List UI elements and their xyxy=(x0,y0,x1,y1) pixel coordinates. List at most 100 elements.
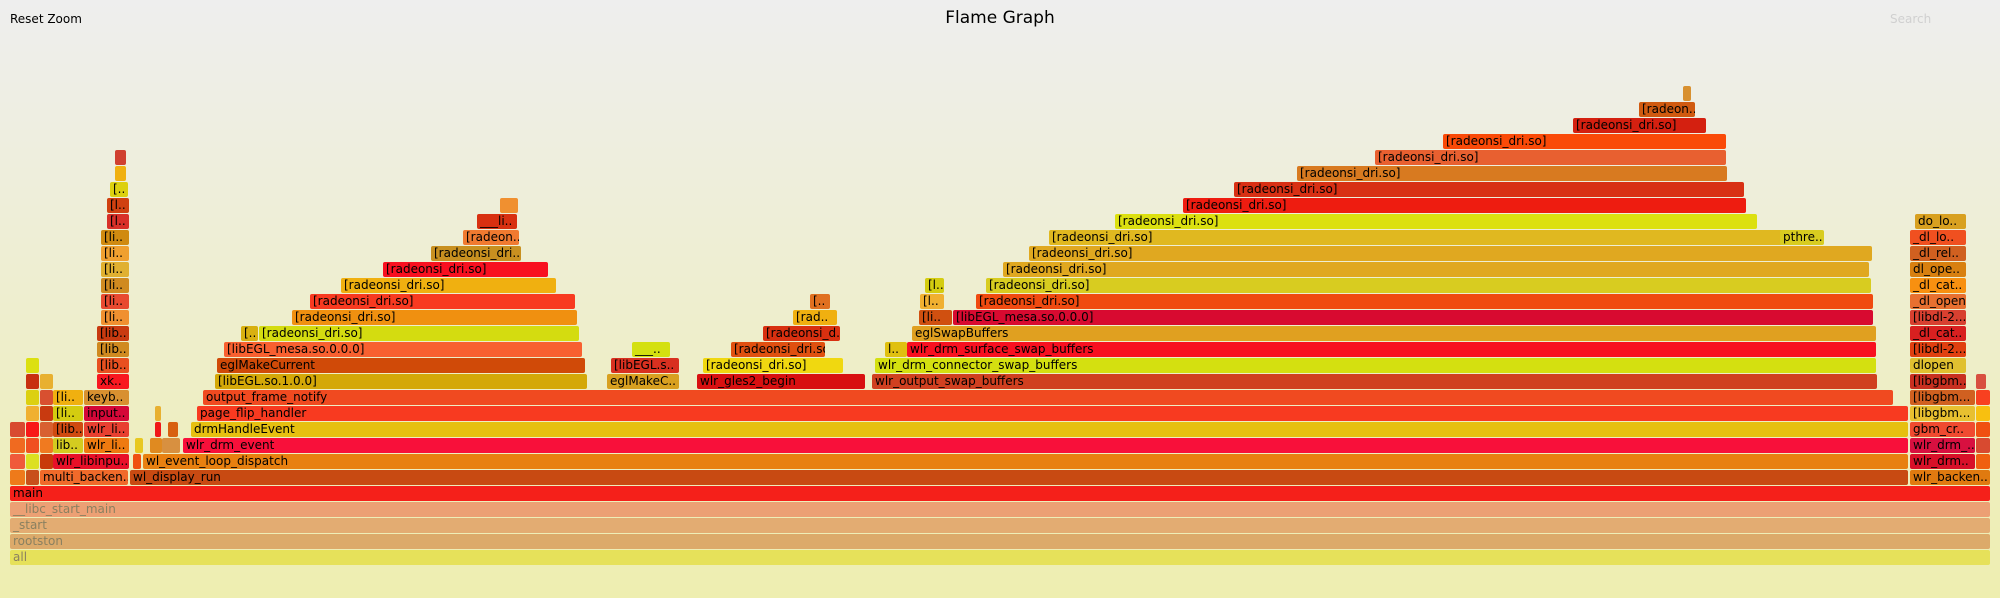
flame-frame[interactable]: [radeonsi_dri.so] xyxy=(341,278,556,293)
flame-frame[interactable]: wlr_drm_.. xyxy=(1910,438,1975,453)
flame-frame[interactable]: dl_ope.. xyxy=(1910,262,1966,277)
flame-frame[interactable] xyxy=(1976,406,1990,421)
flame-frame[interactable]: _dl_cat.. xyxy=(1910,278,1966,293)
flame-frame[interactable]: [lib.. xyxy=(97,358,129,373)
flame-frame[interactable] xyxy=(1683,86,1691,101)
flame-frame[interactable]: [.. xyxy=(810,294,830,309)
flame-frame[interactable]: eglMakeC.. xyxy=(607,374,679,389)
flame-frame[interactable] xyxy=(115,150,126,165)
flame-frame[interactable]: dlopen xyxy=(1910,358,1966,373)
flame-frame[interactable]: [libEGL_mesa.so.0.0.0] xyxy=(953,310,1873,325)
flame-frame[interactable] xyxy=(26,406,39,421)
flame-frame[interactable] xyxy=(40,422,53,437)
flame-frame[interactable]: do_lo.. xyxy=(1915,214,1966,229)
flame-frame[interactable] xyxy=(1976,422,1990,437)
flame-frame[interactable]: [li.. xyxy=(919,310,952,325)
flame-frame[interactable]: gbm_cr.. xyxy=(1910,422,1975,437)
flame-frame[interactable]: rootston xyxy=(10,534,1990,549)
flame-frame[interactable] xyxy=(40,374,53,389)
flame-frame[interactable]: ___.. xyxy=(632,342,670,357)
flame-frame[interactable]: [radeonsi_dri.so] xyxy=(986,278,1871,293)
search-button[interactable]: Search xyxy=(1890,12,1932,26)
flame-frame[interactable]: all xyxy=(10,550,1990,565)
flame-frame[interactable]: [libgbm... xyxy=(1910,390,1975,405)
flame-frame[interactable] xyxy=(26,358,39,373)
flame-frame[interactable]: wlr_backen.. xyxy=(1910,470,1990,485)
flame-frame[interactable]: [radeon.. xyxy=(1639,102,1695,117)
flame-frame[interactable] xyxy=(10,422,25,437)
flame-frame[interactable]: [radeonsi_dri.so] xyxy=(1573,118,1706,133)
flame-frame[interactable]: __libc_start_main xyxy=(10,502,1990,517)
flame-frame[interactable]: wlr_drm_connector_swap_buffers xyxy=(875,358,1876,373)
flame-frame[interactable]: [radeonsi_d.. xyxy=(763,326,840,341)
flame-frame[interactable]: [radeonsi_dri.so] xyxy=(1003,262,1869,277)
flame-frame[interactable]: [li.. xyxy=(53,390,83,405)
flame-frame[interactable]: [radeonsi_dri.so] xyxy=(1029,246,1872,261)
flame-frame[interactable]: [rad.. xyxy=(793,310,837,325)
flame-frame[interactable]: ___li.. xyxy=(477,214,517,229)
flame-frame[interactable] xyxy=(500,198,518,213)
flame-frame[interactable]: [l.. xyxy=(107,198,129,213)
flame-frame[interactable] xyxy=(135,438,143,453)
flame-frame[interactable]: [radeonsi_dri.so] xyxy=(1115,214,1757,229)
flame-frame[interactable]: [li.. xyxy=(101,262,129,277)
flame-frame[interactable] xyxy=(115,166,126,181)
flame-frame[interactable]: wl_event_loop_dispatch xyxy=(143,454,1908,469)
flame-frame[interactable]: [libgbm... xyxy=(1910,406,1975,421)
flame-frame[interactable]: page_flip_handler xyxy=(197,406,1908,421)
flame-frame[interactable]: [libdl-2... xyxy=(1910,310,1966,325)
flame-frame[interactable]: [l.. xyxy=(920,294,944,309)
flame-frame[interactable]: [radeon.. xyxy=(463,230,519,245)
flame-frame[interactable] xyxy=(26,438,39,453)
flame-frame[interactable]: _dl_rel.. xyxy=(1910,246,1966,261)
flame-frame[interactable] xyxy=(10,454,25,469)
flame-frame[interactable]: [.. xyxy=(110,182,128,197)
flame-frame[interactable]: _dl_cat.. xyxy=(1910,326,1966,341)
flame-frame[interactable]: main xyxy=(10,486,1990,501)
flame-frame[interactable]: output_frame_notify xyxy=(203,390,1893,405)
flame-frame[interactable] xyxy=(150,438,162,453)
flame-frame[interactable] xyxy=(40,390,53,405)
flame-frame[interactable]: [radeonsi_dri.so] xyxy=(1375,150,1726,165)
flame-frame[interactable]: _dl_lo.. xyxy=(1910,230,1966,245)
flame-frame[interactable] xyxy=(26,390,39,405)
flame-frame[interactable] xyxy=(40,454,53,469)
flame-frame[interactable]: [radeonsi_dri.so] xyxy=(731,342,825,357)
reset-zoom-button[interactable]: Reset Zoom xyxy=(10,12,82,26)
flame-frame[interactable]: _start xyxy=(10,518,1990,533)
flame-frame[interactable] xyxy=(10,470,25,485)
flame-frame[interactable]: [.. xyxy=(241,326,258,341)
flame-frame[interactable]: [li.. xyxy=(101,294,129,309)
flame-frame[interactable] xyxy=(40,406,53,421)
flame-frame[interactable] xyxy=(155,406,161,421)
flame-frame[interactable]: [lib.. xyxy=(97,326,129,341)
flame-frame[interactable]: [lib.. xyxy=(53,422,83,437)
flame-frame[interactable]: [libdl-2... xyxy=(1910,342,1966,357)
flame-frame[interactable]: [radeonsi_dri.so] xyxy=(310,294,575,309)
flame-frame[interactable]: pthre.. xyxy=(1780,230,1824,245)
flame-frame[interactable] xyxy=(26,422,39,437)
flame-frame[interactable]: [radeonsi_dri.so] xyxy=(703,358,843,373)
flame-frame[interactable]: [radeonsi_dri.so] xyxy=(1049,230,1783,245)
flame-frame[interactable] xyxy=(26,470,39,485)
flame-frame[interactable] xyxy=(168,422,178,437)
flame-frame[interactable]: lib.. xyxy=(53,438,83,453)
flame-frame[interactable]: keyb.. xyxy=(84,390,129,405)
flame-frame[interactable] xyxy=(26,374,39,389)
flame-frame[interactable]: [radeonsi_dri.so] xyxy=(292,310,577,325)
flame-frame[interactable]: [radeonsi_dri.so] xyxy=(976,294,1873,309)
flame-frame[interactable]: [radeonsi_dri.so] xyxy=(1183,198,1746,213)
flame-frame[interactable]: [radeonsi_dri.so] xyxy=(259,326,579,341)
flame-frame[interactable]: [li.. xyxy=(101,310,129,325)
flame-frame[interactable] xyxy=(155,422,161,437)
flame-frame[interactable]: drmHandleEvent xyxy=(191,422,1908,437)
flame-frame[interactable]: [radeonsi_dri... xyxy=(431,246,521,261)
flame-frame[interactable]: [lib.. xyxy=(97,342,129,357)
flame-frame[interactable]: wlr_drm.. xyxy=(1910,454,1975,469)
flame-frame[interactable]: [libEGL.s.. xyxy=(611,358,679,373)
flame-frame[interactable]: [libEGL.so.1.0.0] xyxy=(215,374,587,389)
flame-frame[interactable]: [radeonsi_dri.so] xyxy=(1297,166,1727,181)
flame-frame[interactable]: xk.. xyxy=(97,374,129,389)
flame-frame[interactable] xyxy=(40,438,53,453)
flame-frame[interactable] xyxy=(10,438,25,453)
